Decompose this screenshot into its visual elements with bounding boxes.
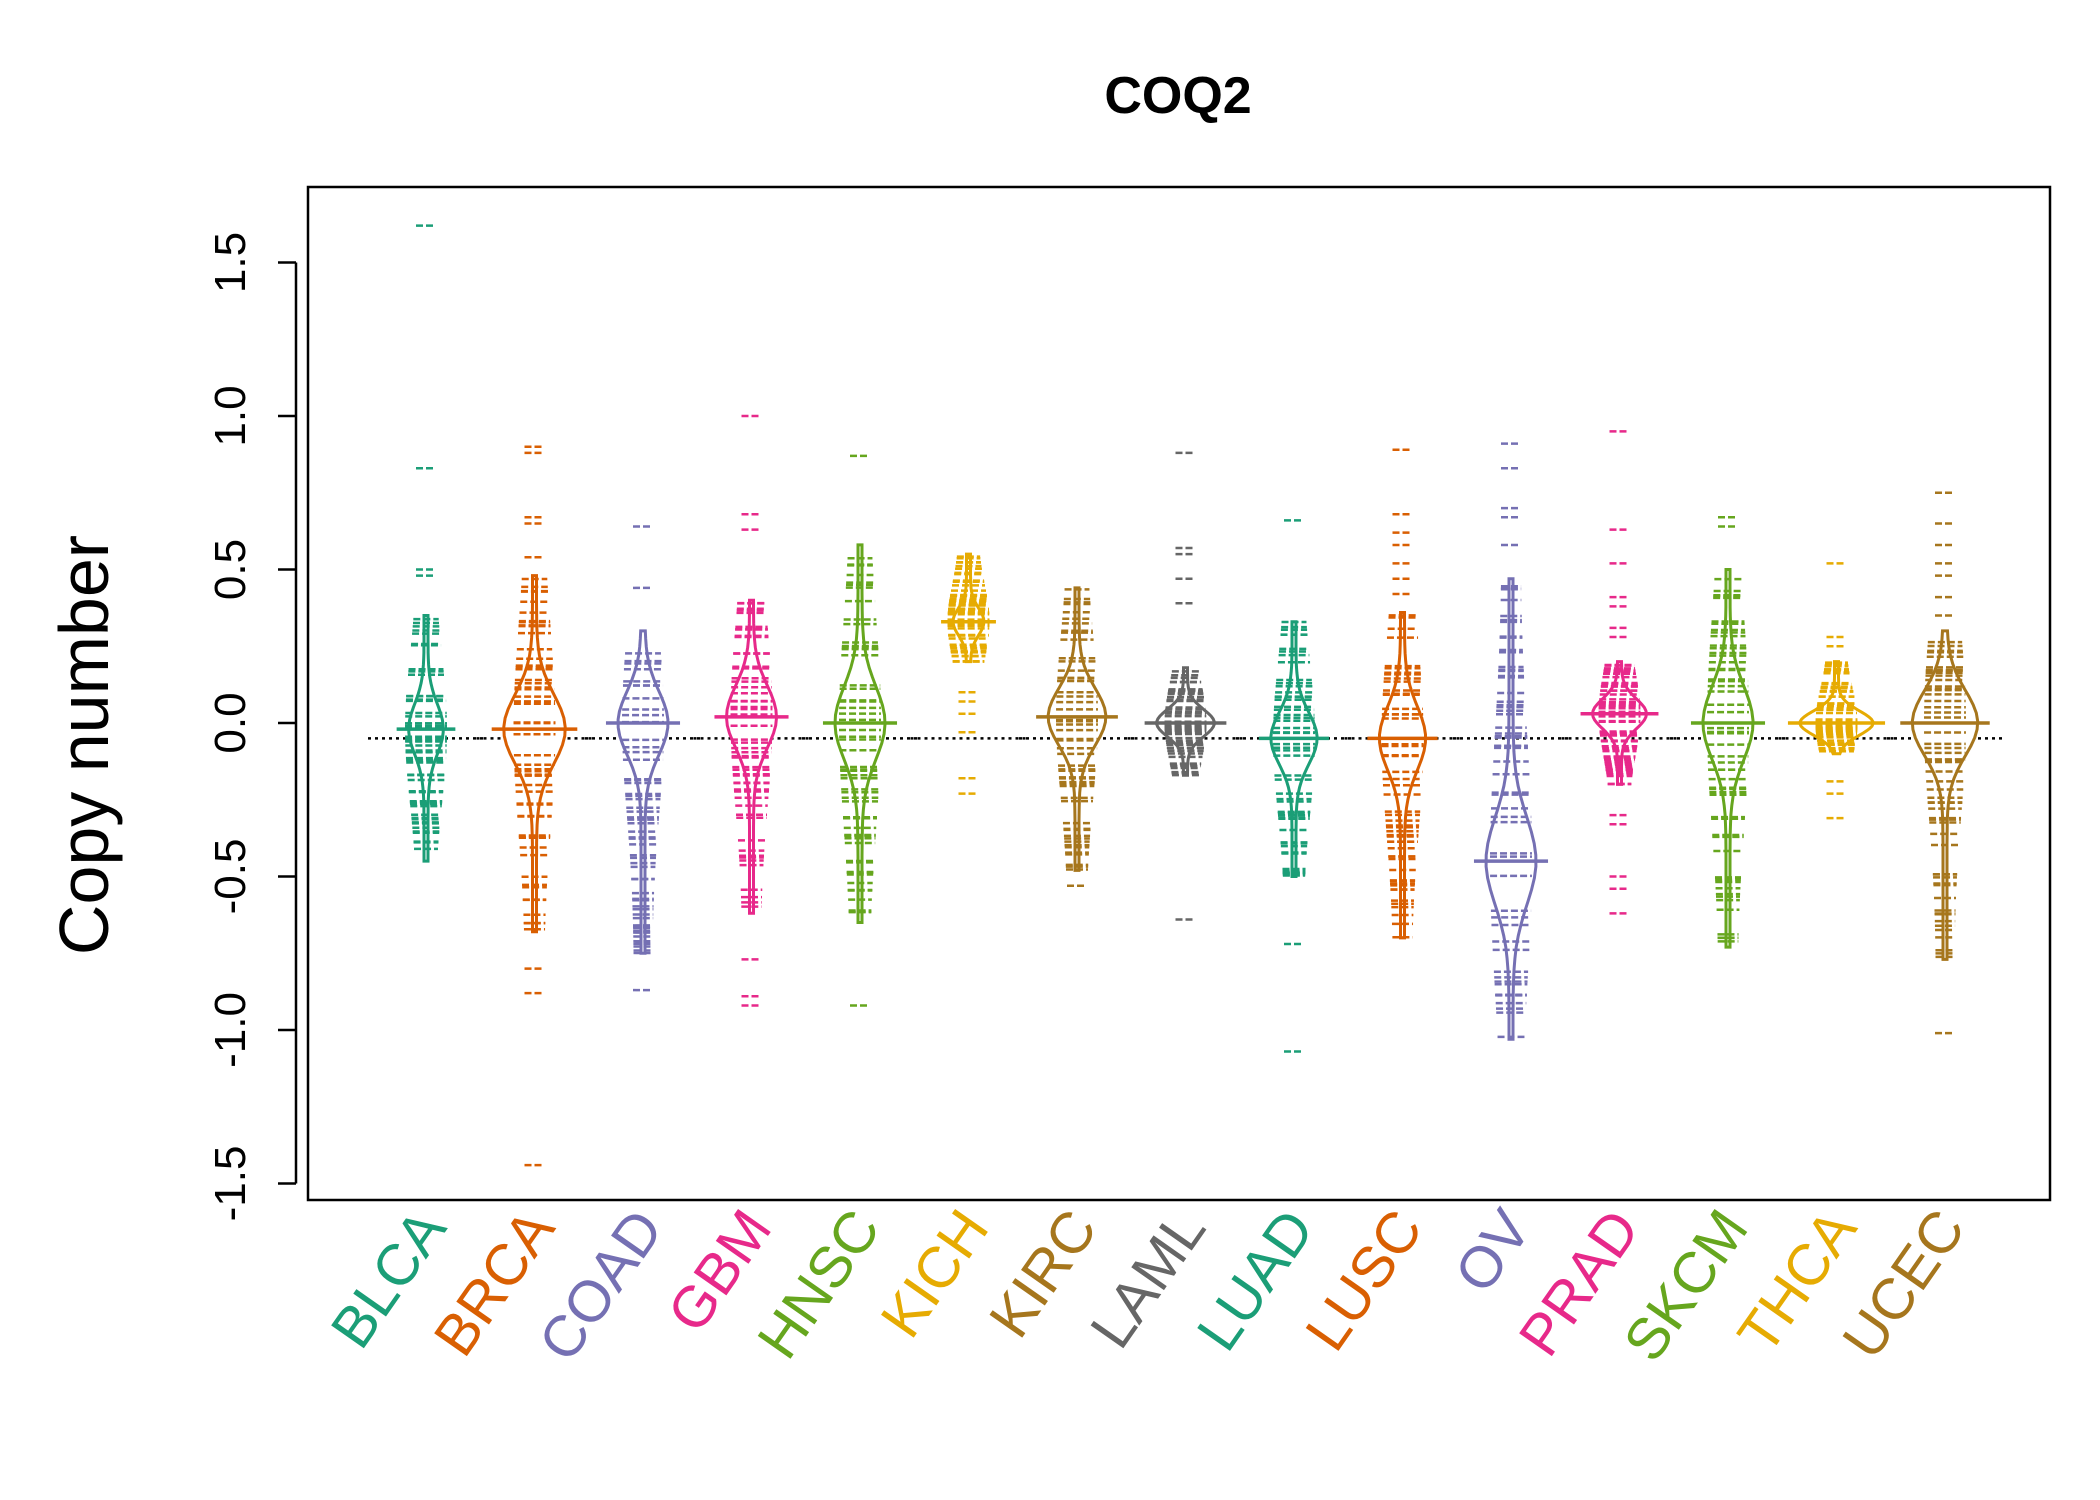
bean-ucec (1900, 491, 1990, 1035)
bean-skcm (1690, 516, 1766, 949)
bean-density-outline (1798, 660, 1875, 756)
bean-coad (605, 525, 681, 992)
x-category-label: OV (1442, 1198, 1543, 1304)
bean-density-outline (1269, 620, 1319, 878)
x-category-label: LUAD (1185, 1198, 1327, 1362)
bean-density-outline (502, 574, 567, 934)
y-tick-label: 1.0 (206, 385, 255, 446)
bean-density-outline (1484, 577, 1538, 1041)
bean-luad (1258, 519, 1330, 1053)
plot-frame (306, 185, 2052, 1202)
x-category-label: LAML (1078, 1198, 1218, 1359)
bean-density-outline (833, 543, 887, 924)
y-tick-label: 0.0 (206, 692, 255, 753)
bean-ov (1473, 442, 1549, 1041)
bean-thca (1787, 562, 1886, 820)
bean-laml (1144, 451, 1227, 921)
y-tick-label: -1.0 (206, 992, 255, 1068)
y-axis-label: Copy number (45, 535, 123, 955)
bean-hnsc (822, 454, 898, 1007)
bean-lusc (1367, 448, 1438, 940)
chart-title: COQ2 (1104, 67, 1251, 125)
y-tick-label: 1.5 (206, 232, 255, 293)
bean-kich (941, 552, 996, 795)
y-tick-label: 0.5 (206, 539, 255, 600)
y-tick-label: -0.5 (206, 839, 255, 915)
bean-brca (491, 445, 578, 1167)
y-axis: -1.5 -1.0 -0.5 0.0 0.5 1.0 1.5 (206, 232, 298, 1222)
plot-area (368, 224, 2003, 1167)
bean-gbm (714, 414, 789, 1007)
bean-density-outline (616, 629, 670, 955)
y-tick-label: -1.5 (206, 1146, 255, 1222)
bean-prad (1580, 430, 1659, 915)
x-category-label: LUSC (1293, 1198, 1435, 1362)
bean-kirc (1036, 586, 1118, 887)
bean-density-outline (1701, 568, 1755, 949)
bean-blca (396, 224, 456, 863)
x-category-label: KICH (868, 1198, 1001, 1349)
